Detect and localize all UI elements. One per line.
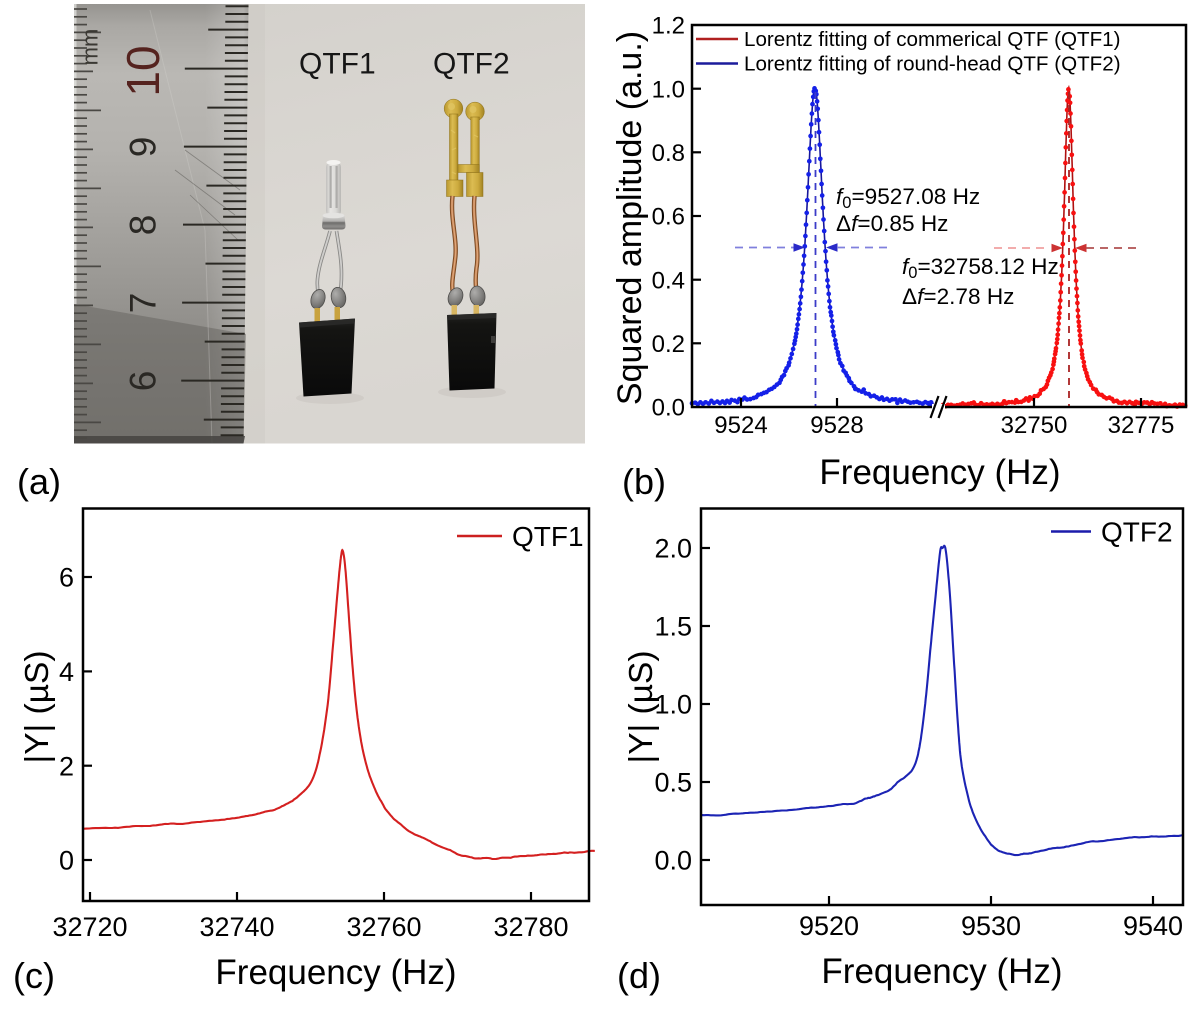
- svg-text:mm: mm: [78, 29, 103, 66]
- svg-text:(a): (a): [17, 461, 61, 502]
- svg-text:9528: 9528: [810, 412, 863, 439]
- svg-text:QTF2: QTF2: [433, 48, 510, 81]
- svg-text:0.0: 0.0: [652, 395, 685, 422]
- svg-text:|Y| (µS): |Y| (µS): [623, 650, 660, 763]
- svg-text:Δf=2.78 Hz: Δf=2.78 Hz: [902, 284, 1014, 309]
- svg-text:Lorentz fitting of commerical: Lorentz fitting of commerical QTF (QTF1): [744, 28, 1121, 51]
- svg-text:0.2: 0.2: [652, 331, 685, 358]
- svg-text:QTF2: QTF2: [1101, 517, 1173, 548]
- svg-text:6: 6: [123, 371, 164, 392]
- svg-text:f0=32758.12 Hz: f0=32758.12 Hz: [902, 254, 1059, 282]
- svg-text:Lorentz fitting of round-head: Lorentz fitting of round-head QTF (QTF2): [744, 53, 1121, 76]
- svg-text:9524: 9524: [714, 412, 767, 439]
- svg-text:0.0: 0.0: [654, 846, 692, 876]
- svg-text:7: 7: [123, 293, 164, 314]
- svg-text:32720: 32720: [52, 912, 127, 942]
- svg-text:32775: 32775: [1108, 412, 1175, 439]
- svg-text:4: 4: [59, 657, 74, 687]
- svg-text:f0=9527.08 Hz: f0=9527.08 Hz: [836, 184, 980, 212]
- svg-text:1.0: 1.0: [652, 76, 685, 103]
- svg-text:QTF1: QTF1: [299, 48, 376, 81]
- svg-text:9: 9: [123, 137, 164, 158]
- svg-text:0: 0: [59, 846, 74, 876]
- svg-text:32780: 32780: [493, 912, 568, 942]
- svg-text:Frequency (Hz): Frequency (Hz): [215, 953, 456, 992]
- svg-text:|Y| (µS): |Y| (µS): [19, 650, 56, 763]
- svg-text:(d): (d): [617, 955, 661, 996]
- svg-text:2: 2: [59, 751, 74, 781]
- svg-text:Frequency (Hz): Frequency (Hz): [821, 952, 1062, 991]
- svg-text:Squared amplitude (a.u.): Squared amplitude (a.u.): [611, 31, 649, 405]
- svg-text:9520: 9520: [799, 911, 859, 941]
- svg-text:0.8: 0.8: [652, 140, 685, 167]
- svg-text:6: 6: [59, 563, 74, 593]
- svg-text:1.5: 1.5: [654, 612, 692, 642]
- svg-text:32740: 32740: [199, 912, 274, 942]
- svg-text:Frequency (Hz): Frequency (Hz): [819, 453, 1060, 492]
- svg-text:10: 10: [117, 45, 169, 96]
- svg-text:(b): (b): [622, 461, 666, 502]
- svg-text:9540: 9540: [1123, 911, 1183, 941]
- svg-text:9530: 9530: [961, 911, 1021, 941]
- svg-text:QTF1: QTF1: [512, 521, 584, 552]
- svg-text:1.0: 1.0: [654, 690, 692, 720]
- svg-text:2.0: 2.0: [654, 534, 692, 564]
- svg-text:0.5: 0.5: [654, 768, 692, 798]
- svg-text:0.4: 0.4: [652, 267, 685, 294]
- svg-text:1.2: 1.2: [652, 13, 685, 40]
- svg-text:(c): (c): [13, 955, 55, 996]
- svg-text:0.6: 0.6: [652, 204, 685, 231]
- svg-text:Δf=0.85 Hz: Δf=0.85 Hz: [836, 211, 948, 236]
- svg-text:32760: 32760: [346, 912, 421, 942]
- svg-text:32750: 32750: [1001, 412, 1068, 439]
- svg-text:8: 8: [123, 215, 164, 236]
